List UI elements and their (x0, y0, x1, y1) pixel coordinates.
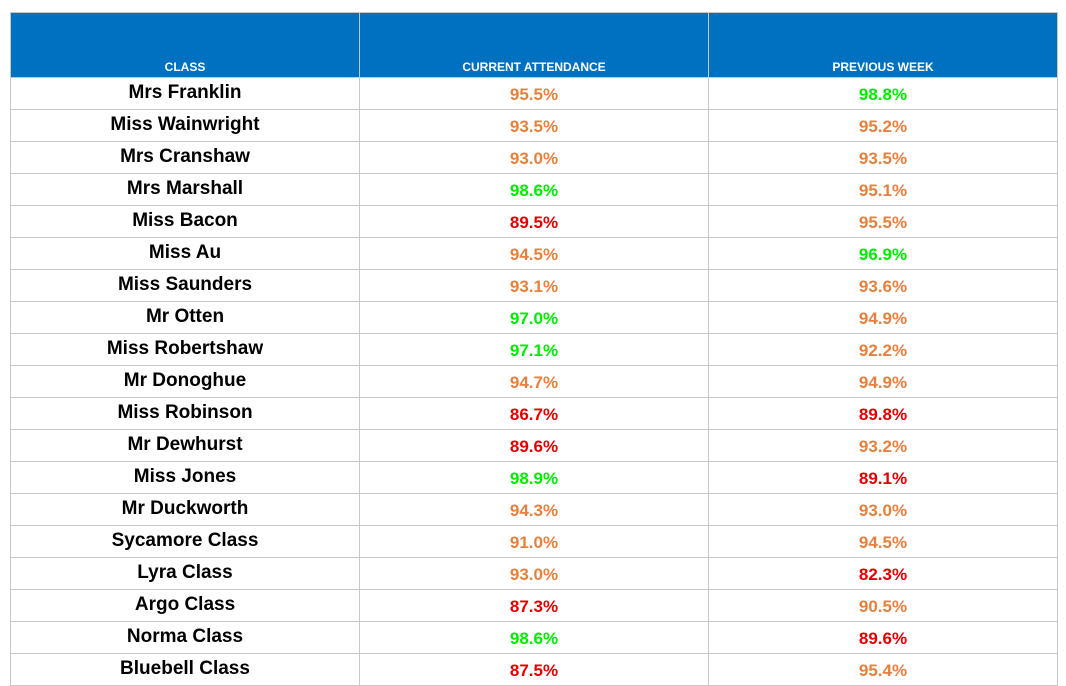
current-attendance-cell: 89.5% (359, 205, 709, 238)
previous-week-cell: 89.8% (708, 397, 1058, 430)
current-attendance-cell: 93.0% (359, 141, 709, 174)
class-name-cell: Mrs Marshall (10, 173, 360, 206)
previous-week-cell: 94.5% (708, 525, 1058, 558)
current-attendance-cell: 93.0% (359, 557, 709, 590)
current-attendance-cell: 94.5% (359, 237, 709, 270)
class-name-cell: Sycamore Class (10, 525, 360, 558)
class-name-cell: Miss Robinson (10, 397, 360, 430)
table-row: Mrs Marshall 98.6% 95.1% (10, 173, 1058, 206)
class-name-cell: Miss Wainwright (10, 109, 360, 142)
previous-week-cell: 82.3% (708, 557, 1058, 590)
class-name-cell: Mrs Franklin (10, 77, 360, 110)
class-name-cell: Argo Class (10, 589, 360, 622)
previous-week-cell: 95.5% (708, 205, 1058, 238)
previous-week-cell: 93.0% (708, 493, 1058, 526)
table-row: Mr Dewhurst 89.6% 93.2% (10, 429, 1058, 462)
table-row: Mr Otten 97.0% 94.9% (10, 301, 1058, 334)
class-name-cell: Miss Au (10, 237, 360, 270)
column-header-class: CLASS (10, 12, 360, 78)
current-attendance-cell: 86.7% (359, 397, 709, 430)
table-body: Mrs Franklin 95.5% 98.8% Miss Wainwright 93.… (10, 77, 1058, 686)
class-name-cell: Mr Otten (10, 301, 360, 334)
previous-week-cell: 98.8% (708, 77, 1058, 110)
current-attendance-cell: 98.6% (359, 621, 709, 654)
class-name-cell: Bluebell Class (10, 653, 360, 686)
header-row: CLASS CURRENT ATTENDANCE PREVIOUS WEEK (10, 12, 1058, 78)
current-attendance-cell: 93.5% (359, 109, 709, 142)
previous-week-cell: 89.6% (708, 621, 1058, 654)
class-name-cell: Mr Dewhurst (10, 429, 360, 462)
class-name-cell: Miss Robertshaw (10, 333, 360, 366)
class-name-cell: Miss Bacon (10, 205, 360, 238)
table-row: Argo Class 87.3% 90.5% (10, 589, 1058, 622)
current-attendance-cell: 91.0% (359, 525, 709, 558)
table-row: Miss Robinson 86.7% 89.8% (10, 397, 1058, 430)
column-header-previous-week: PREVIOUS WEEK (708, 12, 1058, 78)
table-row: Norma Class 98.6% 89.6% (10, 621, 1058, 654)
table-row: Miss Wainwright 93.5% 95.2% (10, 109, 1058, 142)
class-name-cell: Mr Donoghue (10, 365, 360, 398)
previous-week-cell: 93.2% (708, 429, 1058, 462)
current-attendance-cell: 89.6% (359, 429, 709, 462)
class-name-cell: Mr Duckworth (10, 493, 360, 526)
current-attendance-cell: 98.9% (359, 461, 709, 494)
table-header: CLASS CURRENT ATTENDANCE PREVIOUS WEEK (10, 12, 1058, 78)
table-row: Mr Duckworth 94.3% 93.0% (10, 493, 1058, 526)
table-row: Bluebell Class 87.5% 95.4% (10, 653, 1058, 686)
table-row: Miss Jones 98.9% 89.1% (10, 461, 1058, 494)
class-name-cell: Lyra Class (10, 557, 360, 590)
previous-week-cell: 94.9% (708, 301, 1058, 334)
previous-week-cell: 95.1% (708, 173, 1058, 206)
previous-week-cell: 96.9% (708, 237, 1058, 270)
attendance-table: CLASS CURRENT ATTENDANCE PREVIOUS WEEK M… (10, 12, 1058, 686)
previous-week-cell: 90.5% (708, 589, 1058, 622)
table-row: Sycamore Class 91.0% 94.5% (10, 525, 1058, 558)
class-name-cell: Miss Saunders (10, 269, 360, 302)
table-row: Miss Robertshaw 97.1% 92.2% (10, 333, 1058, 366)
table-row: Miss Au 94.5% 96.9% (10, 237, 1058, 270)
previous-week-cell: 92.2% (708, 333, 1058, 366)
current-attendance-cell: 87.3% (359, 589, 709, 622)
table-row: Mrs Cranshaw 93.0% 93.5% (10, 141, 1058, 174)
previous-week-cell: 95.2% (708, 109, 1058, 142)
current-attendance-cell: 94.7% (359, 365, 709, 398)
table-row: Miss Saunders 93.1% 93.6% (10, 269, 1058, 302)
previous-week-cell: 95.4% (708, 653, 1058, 686)
current-attendance-cell: 97.1% (359, 333, 709, 366)
current-attendance-cell: 93.1% (359, 269, 709, 302)
class-name-cell: Mrs Cranshaw (10, 141, 360, 174)
previous-week-cell: 93.6% (708, 269, 1058, 302)
class-name-cell: Norma Class (10, 621, 360, 654)
current-attendance-cell: 95.5% (359, 77, 709, 110)
previous-week-cell: 94.9% (708, 365, 1058, 398)
class-name-cell: Miss Jones (10, 461, 360, 494)
previous-week-cell: 89.1% (708, 461, 1058, 494)
table-row: Mr Donoghue 94.7% 94.9% (10, 365, 1058, 398)
current-attendance-cell: 94.3% (359, 493, 709, 526)
current-attendance-cell: 97.0% (359, 301, 709, 334)
column-header-current-attendance: CURRENT ATTENDANCE (359, 12, 709, 78)
attendance-table-container: CLASS CURRENT ATTENDANCE PREVIOUS WEEK M… (10, 12, 1058, 686)
table-row: Mrs Franklin 95.5% 98.8% (10, 77, 1058, 110)
table-row: Lyra Class 93.0% 82.3% (10, 557, 1058, 590)
previous-week-cell: 93.5% (708, 141, 1058, 174)
current-attendance-cell: 87.5% (359, 653, 709, 686)
table-row: Miss Bacon 89.5% 95.5% (10, 205, 1058, 238)
current-attendance-cell: 98.6% (359, 173, 709, 206)
